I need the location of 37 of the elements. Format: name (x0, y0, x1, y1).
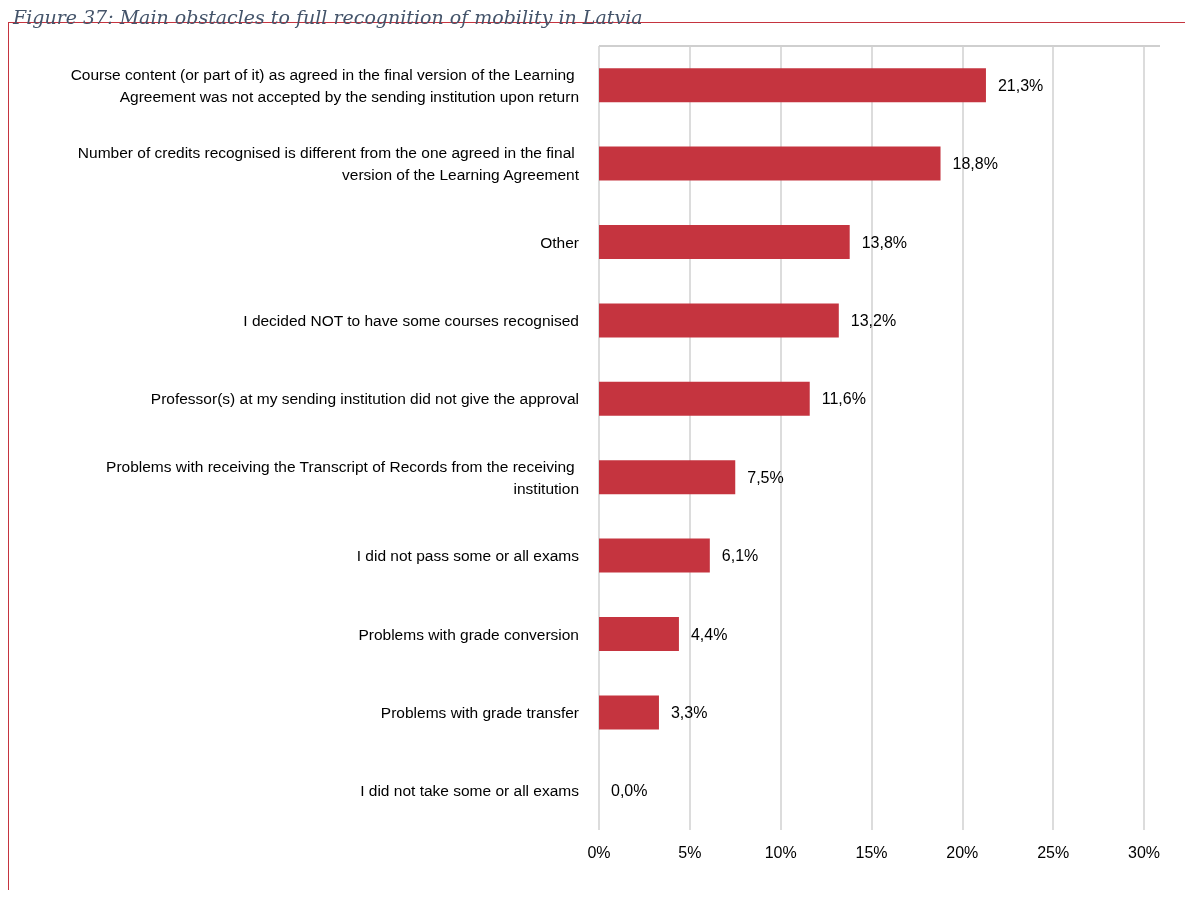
bar (599, 225, 850, 259)
data-label: 13,8% (861, 233, 908, 251)
x-tick-label: 5% (678, 843, 702, 861)
x-tick-label: 25% (1037, 843, 1070, 861)
x-tick-label: 0% (587, 843, 611, 861)
y-tick-label: Number of credits recognised is different from the one agreed in the final version of the Learning Agreement (77, 144, 580, 184)
data-label: 3,3% (670, 703, 708, 721)
data-label: 13,2% (850, 311, 897, 329)
data-label: 18,8% (952, 155, 998, 173)
y-tick-label: Other (540, 233, 579, 251)
y-tick-label: Problems with grade conversion (358, 625, 579, 643)
x-tick-label: 10% (764, 843, 797, 861)
bar (599, 68, 986, 103)
y-tick-label: Problems with grade transfer (380, 703, 579, 721)
bar (599, 460, 736, 495)
data-label: 21,3% (997, 76, 1044, 94)
bar (599, 617, 679, 651)
y-tick-label: Professor(s) at my sending institution did not give the approval (150, 390, 579, 408)
bar (599, 538, 710, 573)
data-label: 11,6% (821, 390, 866, 408)
y-tick-label: I did not take some or all exams (360, 782, 580, 800)
data-label: 0,0% (611, 782, 648, 800)
y-tick-label: I did not pass some or all exams (356, 547, 580, 565)
y-tick-label: Problems with receiving the Transcript of Records from the receiving institution (106, 457, 579, 497)
x-tick-label: 30% (1127, 843, 1161, 861)
y-tick-label: I decided NOT to have some courses recognised (243, 311, 579, 329)
bar (599, 695, 659, 730)
bar (599, 381, 810, 416)
data-label: 4,4% (690, 625, 728, 643)
data-label: 6,1% (721, 547, 759, 565)
x-tick-label: 20% (946, 843, 979, 861)
y-tick-label: Course content (or part of it) as agreed in the final version of the Learning Agreement was not accepted by the sending institution upon return (70, 65, 579, 105)
text: Figure 37: Main obstacles to full recognition of mobility in Latvia (12, 5, 643, 28)
bar (599, 146, 941, 181)
data-label: 7,5% (747, 468, 784, 486)
x-tick-label: 15% (855, 843, 888, 861)
bar (599, 303, 839, 338)
